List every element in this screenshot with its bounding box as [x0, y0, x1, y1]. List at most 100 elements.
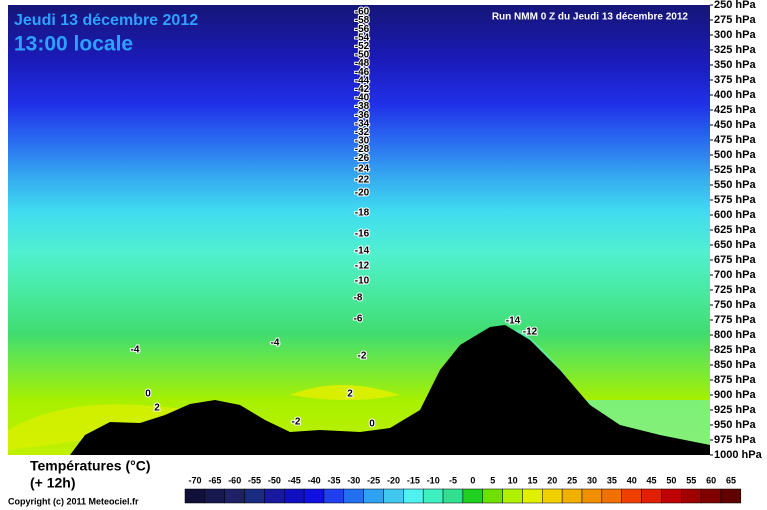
contour-label: 0: [145, 389, 151, 400]
contour-label: -18: [355, 208, 370, 219]
colorbar-tick-label: 65: [726, 475, 736, 485]
y-tick-label: 250 hPa: [714, 0, 756, 11]
contour-label: -44: [355, 75, 370, 86]
colorbar-swatch: [224, 488, 245, 504]
y-tick-label: 400 hPa: [714, 89, 756, 101]
title: Jeudi 13 décembre 2012: [14, 12, 198, 29]
contour-label: -22: [355, 175, 370, 186]
y-tick-label: 425 hPa: [714, 104, 756, 116]
colorbar-tick-label: -20: [387, 475, 400, 485]
colorbar-swatch: [363, 488, 384, 504]
contour-label: -4: [131, 345, 140, 356]
y-tick-label: 750 hPa: [714, 299, 756, 311]
colorbar-tick-label: -50: [268, 475, 281, 485]
run-label: Run NMM 0 Z du Jeudi 13 décembre 2012: [492, 12, 689, 23]
y-tick-label: 675 hPa: [714, 254, 756, 266]
colorbar-tick-label: -30: [347, 475, 360, 485]
y-tick-label: 300 hPa: [714, 29, 756, 41]
contour-label: -32: [355, 127, 370, 138]
colorbar-swatch: [561, 488, 583, 504]
contour-label: 2: [154, 403, 160, 414]
colorbar-swatch: [442, 488, 464, 504]
colorbar-tick-label: 60: [706, 475, 716, 485]
colorbar-swatch: [244, 488, 265, 504]
y-tick-label: 325 hPa: [714, 44, 756, 56]
colorbar-swatch: [264, 488, 285, 504]
colorbar-tick-label: -15: [407, 475, 420, 485]
colorbar-title: Températures (°C): [30, 458, 150, 474]
contour-label: -60: [355, 7, 370, 18]
contour-label: -10: [355, 276, 370, 287]
warm-pocket: [290, 385, 400, 400]
contour-label: -12: [523, 327, 538, 338]
colorbar-swatch: [482, 488, 503, 504]
y-tick-label: 925 hPa: [714, 404, 756, 416]
colorbar-swatch: [184, 488, 206, 504]
colorbar-swatch: [462, 488, 483, 504]
y-tick-label: 975 hPa: [714, 434, 756, 446]
colorbar-tick-label: 55: [686, 475, 696, 485]
colorbar-swatch: [542, 488, 563, 504]
copyright: Copyright (c) 2011 Meteociel.fr: [8, 496, 139, 506]
colorbar-swatch: [383, 488, 404, 504]
colorbar-tick-label: -35: [327, 475, 340, 485]
colorbar-swatch: [720, 488, 742, 504]
colorbar-tick-label: 0: [470, 475, 475, 485]
colorbar-tick-label: 40: [627, 475, 637, 485]
colorbar-tick-label: 15: [527, 475, 537, 485]
colorbar-swatch: [700, 488, 722, 504]
y-tick-label: 700 hPa: [714, 269, 756, 281]
contour-label: -48: [355, 58, 370, 69]
y-tick-label: 600 hPa: [714, 209, 756, 221]
y-tick-label: 275 hPa: [714, 14, 756, 26]
y-tick-label: 800 hPa: [714, 329, 756, 341]
colorbar-swatch: [422, 488, 444, 504]
contour-label: -50: [355, 50, 370, 61]
colorbar-tick-label: 45: [647, 475, 657, 485]
contour-label: -16: [355, 229, 370, 240]
colorbar-subtitle: (+ 12h): [30, 475, 76, 491]
colorbar-tick-label: 50: [666, 475, 676, 485]
y-tick-label: 500 hPa: [714, 149, 756, 161]
y-tick-label: 575 hPa: [714, 194, 756, 206]
contour-label: -8: [354, 293, 363, 304]
contour-label: -6: [354, 314, 363, 325]
contour-label: -54: [355, 32, 370, 43]
contour-label: -40: [355, 93, 370, 104]
colorbar-tick-label: -70: [188, 475, 201, 485]
colorbar-tick-label: 35: [607, 475, 617, 485]
contour-label: -34: [355, 118, 370, 129]
y-tick-label: 900 hPa: [714, 389, 756, 401]
y-tick-label: 725 hPa: [714, 284, 756, 296]
colorbar-tick-label: -65: [208, 475, 221, 485]
colorbar-swatch: [343, 488, 364, 504]
contour-label: -2: [358, 351, 367, 362]
contour-label: -52: [355, 41, 370, 52]
colorbar-swatch: [681, 488, 702, 504]
contour-label: -26: [355, 153, 370, 164]
y-tick-label: 525 hPa: [714, 164, 756, 176]
contour-label: -56: [355, 24, 370, 35]
colorbar-swatch: [403, 488, 424, 504]
y-tick-label: 1000 hPa: [714, 449, 763, 461]
colorbar-swatch: [323, 488, 345, 504]
colorbar-swatch: [641, 488, 662, 504]
temperature-field: [8, 5, 710, 455]
colorbar-swatch: [502, 488, 523, 504]
colorbar-swatch: [621, 488, 642, 504]
contour-label: -30: [355, 136, 370, 147]
contour-label: -38: [355, 101, 370, 112]
y-tick-label: 550 hPa: [714, 179, 756, 191]
y-tick-label: 450 hPa: [714, 119, 756, 131]
y-tick-label: 650 hPa: [714, 239, 756, 251]
colorbar-swatch: [581, 488, 603, 504]
terrain: [70, 325, 710, 455]
contour-label: 0: [369, 419, 375, 430]
y-tick-label: 825 hPa: [714, 344, 756, 356]
colorbar-tick-label: 25: [567, 475, 577, 485]
colorbar-tick-label: -25: [367, 475, 380, 485]
y-tick-label: 375 hPa: [714, 74, 756, 86]
colorbar-tick-label: 30: [587, 475, 597, 485]
contour-label: -14: [355, 246, 370, 257]
